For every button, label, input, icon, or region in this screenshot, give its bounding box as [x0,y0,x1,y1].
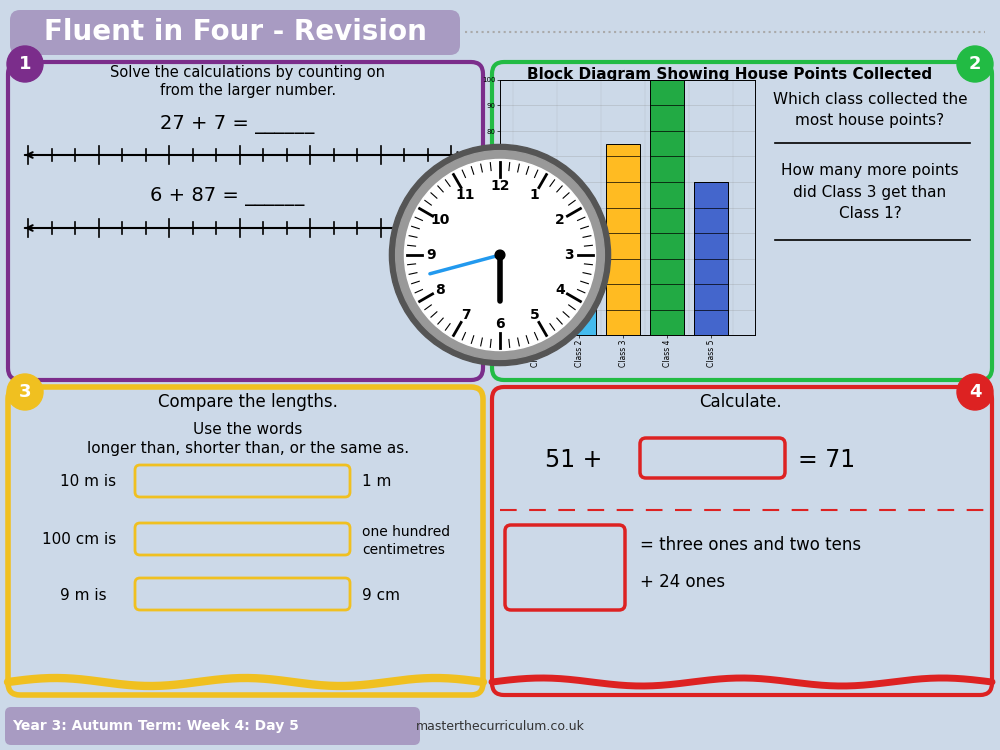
Text: from the larger number.: from the larger number. [160,82,336,98]
Text: 5: 5 [530,308,539,322]
Text: 1 m: 1 m [362,475,391,490]
Text: 1: 1 [19,55,31,73]
Text: 3: 3 [19,383,31,401]
Circle shape [957,46,993,82]
Circle shape [495,251,505,260]
Circle shape [404,160,596,350]
Text: 3: 3 [564,248,574,262]
Text: 2: 2 [555,214,565,227]
Text: 27 + 7 = ______: 27 + 7 = ______ [160,116,314,134]
Text: 9 m is: 9 m is [60,587,107,602]
Text: 10 m is: 10 m is [60,475,116,490]
Text: 9 cm: 9 cm [362,587,400,602]
Bar [694,182,728,335]
Text: 11: 11 [456,188,475,202]
Text: 1: 1 [530,188,539,202]
Text: Fluent in Four - Revision: Fluent in Four - Revision [44,18,426,46]
Text: Calculate.: Calculate. [699,393,781,411]
Bar [650,80,684,335]
Text: 12: 12 [490,179,510,193]
Circle shape [7,46,43,82]
Text: 6: 6 [495,317,505,331]
Bar [606,144,640,335]
Circle shape [957,374,993,410]
Text: Solve the calculations by counting on: Solve the calculations by counting on [110,64,386,80]
Text: = three ones and two tens: = three ones and two tens [640,536,861,554]
Text: one hundred: one hundred [362,525,450,539]
Text: 6 + 87 = ______: 6 + 87 = ______ [150,188,304,206]
Text: Year 3: Autumn Term: Week 4: Day 5: Year 3: Autumn Term: Week 4: Day 5 [12,719,299,733]
FancyBboxPatch shape [5,707,420,745]
Text: longer than, shorter than, or the same as.: longer than, shorter than, or the same a… [87,440,409,455]
Text: centimetres: centimetres [362,543,445,557]
Text: How many more points
did Class 3 get than
Class 1?: How many more points did Class 3 get tha… [781,164,959,220]
Text: = 71: = 71 [798,448,855,472]
Text: 4: 4 [555,283,565,296]
Text: Which class collected the
most house points?: Which class collected the most house poi… [773,92,967,128]
Text: 7: 7 [461,308,470,322]
FancyBboxPatch shape [10,10,460,55]
Text: 51 +: 51 + [545,448,602,472]
Text: 10: 10 [431,214,450,227]
Text: + 24 ones: + 24 ones [640,573,725,591]
Circle shape [396,151,604,359]
Circle shape [389,145,611,365]
Bar [562,233,596,335]
Bar [518,182,552,335]
Text: 8: 8 [435,283,445,296]
Text: Use the words: Use the words [193,422,303,437]
Text: 9: 9 [426,248,436,262]
Text: 4: 4 [969,383,981,401]
Text: Block Diagram Showing House Points Collected: Block Diagram Showing House Points Colle… [527,67,933,82]
Text: masterthecurriculum.co.uk: masterthecurriculum.co.uk [416,719,584,733]
Text: 2: 2 [969,55,981,73]
Text: Compare the lengths.: Compare the lengths. [158,393,338,411]
Circle shape [7,374,43,410]
Text: 100 cm is: 100 cm is [42,532,116,548]
